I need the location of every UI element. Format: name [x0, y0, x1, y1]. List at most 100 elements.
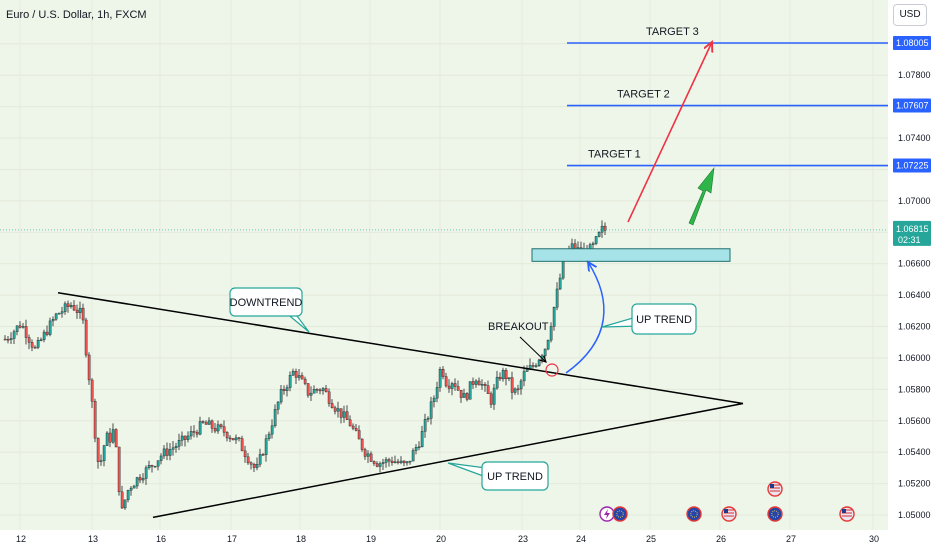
candle-body	[507, 377, 511, 380]
candle-body	[417, 446, 421, 449]
breakout-circle	[545, 363, 559, 377]
candle-body	[474, 380, 478, 385]
candle-body	[78, 307, 82, 313]
candle-body	[57, 312, 61, 315]
candle-body	[138, 477, 142, 481]
candle-body	[63, 303, 67, 312]
candle-body	[597, 232, 601, 237]
candle-body	[492, 387, 496, 405]
candle-body	[360, 438, 364, 450]
price-axis-panel	[888, 0, 932, 550]
breakout-pointer	[519, 336, 546, 362]
candle-body	[9, 338, 13, 341]
candle-body	[516, 388, 520, 391]
candle-body	[348, 419, 352, 427]
x-tick-label: 17	[227, 534, 237, 544]
flag-canton	[770, 484, 774, 488]
candle-body	[216, 424, 220, 432]
candle-body	[552, 307, 556, 327]
candle-body	[156, 460, 160, 467]
up-trend-lower-label-text: UP TREND	[487, 471, 543, 483]
candle-body	[75, 309, 79, 313]
candle-body	[141, 478, 145, 481]
candle-body	[534, 365, 538, 367]
x-tick-label: 30	[869, 534, 879, 544]
target-label: TARGET 2	[617, 89, 670, 101]
candle-body	[246, 456, 250, 464]
candle-body	[603, 225, 607, 231]
up-trend-lower-label-box	[481, 461, 549, 491]
candle-body	[459, 390, 463, 398]
downtrend-label-box	[229, 287, 303, 317]
downtrend-label-text: DOWNTREND	[230, 297, 303, 309]
candle-body	[504, 369, 508, 380]
candle-body	[258, 454, 262, 465]
x-tick-label: 13	[88, 534, 98, 544]
x-tick-label: 24	[576, 534, 586, 544]
candle-body	[591, 243, 595, 245]
candle-body	[468, 381, 472, 400]
countdown-text: 02:31	[898, 235, 921, 245]
candle-body	[279, 389, 283, 403]
candle-body	[336, 408, 340, 412]
y-tick-label: 1.05800	[898, 384, 931, 394]
candle-body	[111, 429, 115, 443]
candle-body	[600, 225, 604, 233]
candle-body	[90, 379, 94, 402]
candle-body	[114, 429, 118, 448]
candle-body	[537, 359, 541, 366]
x-tick-label: 19	[366, 534, 376, 544]
candle-body	[315, 389, 319, 391]
candle-body	[135, 477, 139, 487]
x-tick-label: 16	[156, 534, 166, 544]
y-tick-label: 1.07400	[898, 133, 931, 143]
candle-body	[165, 448, 169, 456]
candle-body	[282, 389, 286, 391]
candle-body	[129, 487, 133, 491]
candle-body	[198, 421, 202, 435]
candle-body	[219, 424, 223, 427]
candle-body	[174, 446, 178, 449]
candle-body	[438, 369, 442, 388]
green-up-arrow	[688, 166, 715, 226]
y-tick-label: 1.05600	[898, 416, 931, 426]
target-price-text: 1.07607	[896, 101, 929, 111]
y-tick-label: 1.06600	[898, 259, 931, 269]
downtrend-line	[57, 292, 744, 405]
candle-body	[321, 388, 325, 391]
candle-body	[297, 375, 301, 378]
symbol-title[interactable]: Euro / U.S. Dollar, 1h, FXCM	[6, 9, 147, 21]
eu-flag-event-icon	[686, 506, 702, 522]
candle-body	[522, 371, 526, 382]
candle-body	[483, 384, 487, 386]
candle-body	[12, 331, 16, 339]
candle-body	[234, 437, 238, 441]
y-tick-label: 1.06200	[898, 322, 931, 332]
x-tick-label: 18	[296, 534, 306, 544]
candle-body	[375, 463, 379, 467]
candle-body	[162, 448, 166, 457]
candle-body	[189, 431, 193, 437]
x-tick-label: 26	[716, 534, 726, 544]
candle-body	[300, 375, 304, 380]
candle-body	[231, 438, 235, 441]
candle-body	[426, 418, 430, 420]
candle-body	[39, 339, 43, 341]
candle-body	[276, 401, 280, 410]
candle-body	[531, 365, 535, 367]
y-tick-label: 1.06000	[898, 353, 931, 363]
resistance-zone	[531, 248, 731, 262]
candle-body	[270, 425, 274, 435]
x-tick-label: 12	[16, 534, 26, 544]
candle-body	[378, 463, 382, 467]
candle-body	[366, 453, 370, 457]
currency-badge[interactable]: USD	[893, 4, 927, 26]
candle-body	[414, 447, 418, 451]
candle-body	[144, 467, 148, 479]
candle-body	[96, 437, 100, 462]
candle-body	[432, 397, 436, 403]
red-target-arrow	[627, 42, 712, 223]
candle-body	[351, 425, 355, 429]
